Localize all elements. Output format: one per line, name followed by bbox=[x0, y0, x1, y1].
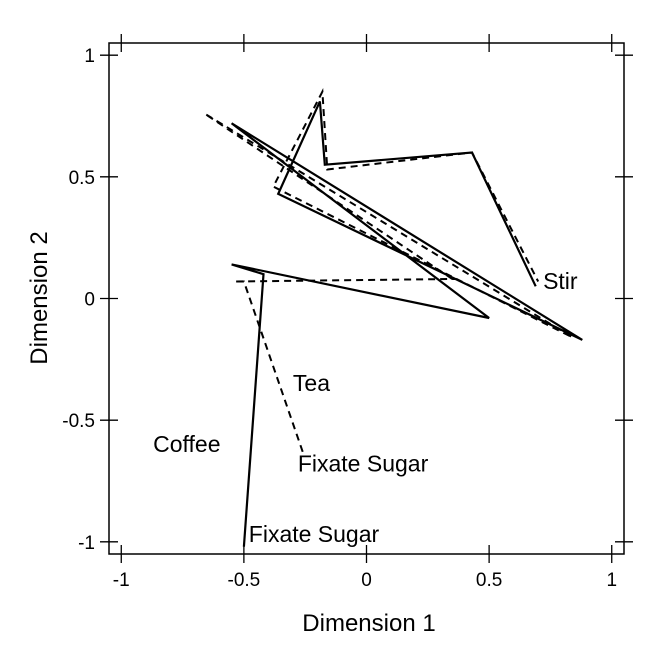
x-tick-label: 1 bbox=[606, 570, 617, 591]
x-tick-label: 0 bbox=[361, 570, 372, 591]
y-tick-label: -0.5 bbox=[62, 411, 95, 432]
y-tick-label: -1 bbox=[78, 533, 95, 554]
x-tick-label: -0.5 bbox=[228, 570, 261, 591]
y-tick-label: 1 bbox=[84, 46, 95, 67]
series-layer bbox=[204, 88, 583, 547]
y-tick-label: 0 bbox=[84, 290, 95, 311]
plot-frame bbox=[108, 42, 625, 555]
annotation-label: Stir bbox=[543, 268, 578, 294]
annotations: Stir Tea Coffee Fixate Sugar Fixate Sugar bbox=[153, 268, 578, 547]
annotation-label: Coffee bbox=[153, 431, 220, 457]
x-axis-title: Dimension 1 bbox=[302, 610, 435, 637]
series-line-solid bbox=[230, 100, 583, 547]
annotation-label: Fixate Sugar bbox=[249, 521, 380, 547]
annotation-label: Fixate Sugar bbox=[298, 450, 429, 476]
x-tick-label: 0.5 bbox=[476, 570, 502, 591]
tick-labels: -1 -0.5 0 0.5 1 -1 -0.5 0 0.5 1 bbox=[62, 46, 617, 591]
annotation-label: Tea bbox=[293, 370, 330, 396]
y-tick-label: 0.5 bbox=[69, 168, 95, 189]
axis-ticks bbox=[100, 34, 633, 563]
y-axis-title: Dimension 2 bbox=[26, 231, 53, 364]
series-line-dashed bbox=[204, 88, 574, 453]
x-tick-label: -1 bbox=[113, 570, 130, 591]
